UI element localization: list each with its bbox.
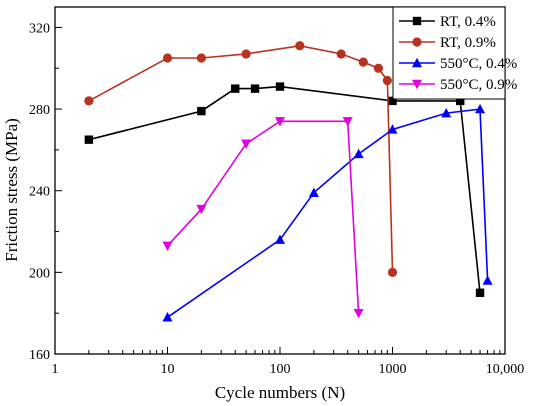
- y-tick-label: 160: [29, 348, 50, 363]
- legend-marker: [412, 57, 422, 68]
- series-line: [166, 120, 360, 314]
- legend-item: 550°C, 0.9%: [399, 77, 517, 93]
- data-point: [388, 96, 397, 106]
- y-tick-label: 320: [29, 21, 50, 36]
- data-point: [241, 49, 251, 59]
- data-point: [475, 288, 485, 297]
- data-point: [456, 96, 465, 106]
- legend-label: RT, 0.4%: [440, 14, 496, 30]
- x-tick-label: 1000: [379, 362, 407, 377]
- legend: RT, 0.4% RT, 0.9% 550°C, 0.4% 550°C, 0.9%: [392, 6, 517, 100]
- data-point: [250, 84, 260, 93]
- y-tick-label: 280: [29, 103, 50, 118]
- axis-ticks: 1 10 100 1000 10,000 160 200 240 280 320: [29, 21, 524, 377]
- legend-label: 550°C, 0.9%: [440, 77, 517, 93]
- legend-label: 550°C, 0.4%: [440, 56, 517, 72]
- data-point: [336, 49, 346, 59]
- series-line: [88, 85, 481, 293]
- data-point: [275, 234, 285, 244]
- x-tick-label: 1: [52, 362, 59, 377]
- data-point: [387, 124, 398, 134]
- data-point: [308, 187, 319, 197]
- data-point: [197, 106, 206, 116]
- series-1: [84, 82, 485, 297]
- data-point: [241, 139, 252, 149]
- series-4: [162, 117, 364, 319]
- data-point: [196, 53, 206, 63]
- data-point: [353, 148, 364, 159]
- data-point: [275, 82, 285, 91]
- x-tick-label: 10,000: [486, 362, 525, 377]
- data-point: [382, 75, 392, 86]
- legend-item: 550°C, 0.4%: [399, 56, 517, 72]
- series-2: [84, 41, 398, 277]
- data-point: [84, 135, 94, 144]
- data-point: [196, 204, 207, 215]
- data-point: [441, 107, 452, 118]
- x-tick-label: 100: [270, 362, 291, 377]
- legend-marker: [412, 37, 422, 47]
- legend-marker: [412, 16, 422, 26]
- series-line: [167, 108, 489, 318]
- data-point: [353, 308, 364, 319]
- y-axis-title: Friction stress (MPa): [2, 118, 21, 262]
- legend-label: RT, 0.9%: [440, 35, 496, 51]
- data-point: [387, 267, 398, 277]
- data-point: [231, 84, 240, 93]
- data-point: [342, 117, 353, 127]
- data-point: [162, 53, 173, 63]
- legend-item: RT, 0.4%: [399, 14, 496, 30]
- data-point: [162, 241, 173, 252]
- legend-item: RT, 0.9%: [399, 35, 496, 51]
- data-point: [358, 57, 368, 67]
- data-point: [275, 117, 285, 127]
- legend-marker: [412, 79, 422, 90]
- data-point: [84, 96, 94, 106]
- y-tick-label: 200: [29, 266, 50, 281]
- data-point: [373, 63, 384, 73]
- x-tick-label: 10: [161, 362, 175, 377]
- y-tick-label: 240: [29, 185, 50, 200]
- data-point: [482, 275, 493, 285]
- x-axis-title: Cycle numbers (N): [215, 383, 345, 402]
- data-point: [295, 41, 305, 51]
- series-line: [88, 44, 394, 273]
- data-point: [162, 312, 173, 322]
- series-3: [162, 103, 493, 322]
- data-point: [475, 103, 486, 114]
- series-layer: [84, 41, 493, 322]
